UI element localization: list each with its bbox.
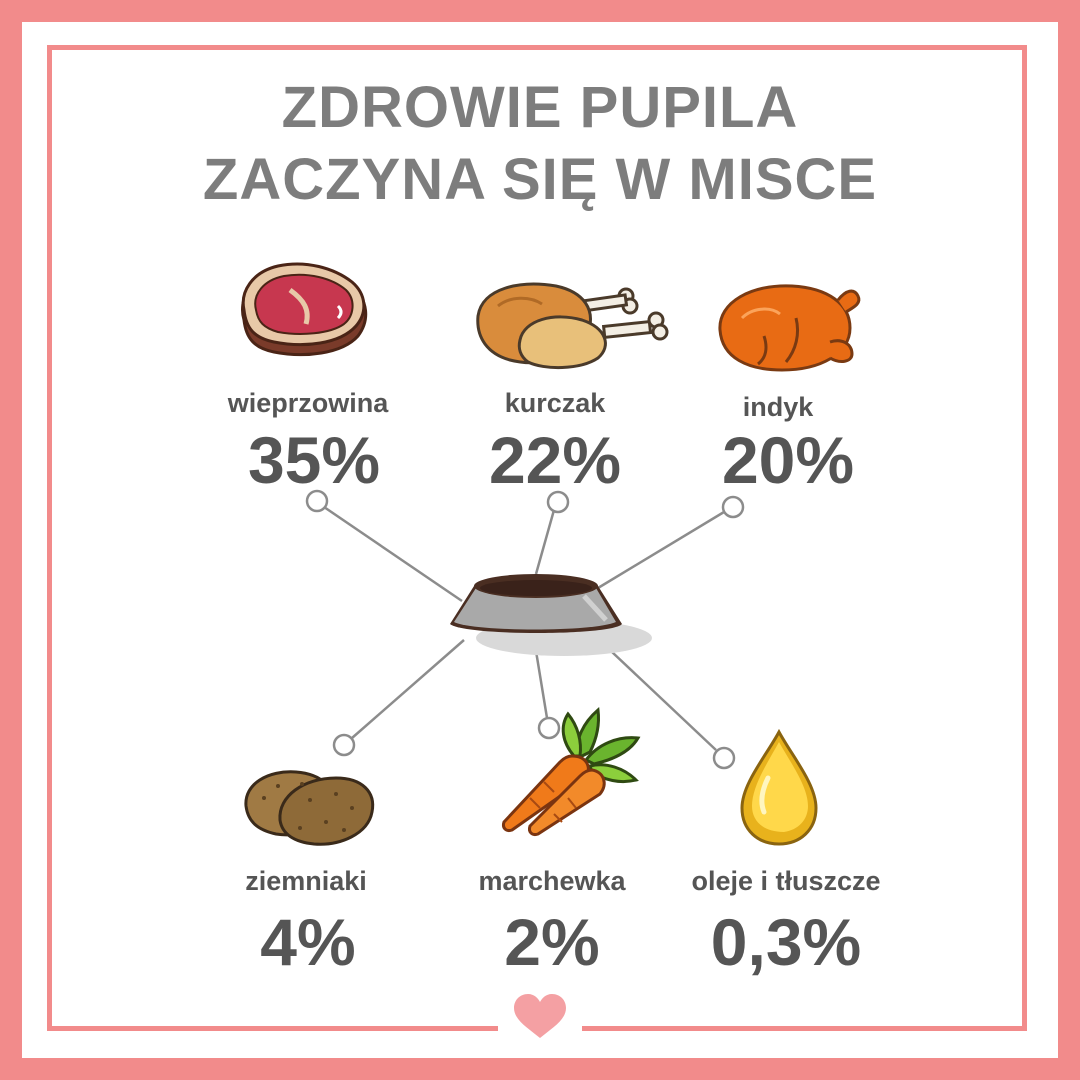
connector-dot-kurczak (546, 490, 570, 514)
dog-bowl-icon (450, 574, 652, 656)
connector-line-indyk (597, 510, 725, 590)
ingredient-name-kurczak: kurczak (504, 388, 606, 418)
potato-icon (244, 770, 375, 846)
title-line-2: ZACZYNA SIĘ W MISCE (202, 147, 878, 212)
ingredient-percent-marchewka: 2% (504, 905, 600, 979)
connector-dot-indyk (721, 495, 745, 519)
roast-turkey-icon (718, 284, 861, 372)
ingredient-percent-wieprzowina: 35% (247, 423, 381, 497)
connector-line-oleje (611, 651, 717, 751)
ingredient-percent-oleje: 0,3% (710, 905, 862, 979)
carrot-icon (502, 707, 641, 836)
connector-line-kurczak (534, 509, 556, 575)
heart-badge (498, 988, 582, 1048)
connector-line-marchewka (534, 650, 549, 719)
connector-dot-oleje (712, 746, 736, 770)
ingredient-percent-kurczak: 22% (488, 423, 622, 497)
ingredient-name-marchewka: marchewka (478, 866, 626, 896)
chicken-leg-icon (476, 282, 669, 370)
connector-dot-ziemniaki (332, 733, 356, 757)
oil-drop-icon (740, 728, 818, 846)
ingredient-name-oleje: oleje i tłuszcze (691, 866, 881, 896)
ingredient-name-wieprzowina: wieprzowina (227, 388, 389, 418)
connector-dot-marchewka (537, 716, 561, 740)
title-line-1: ZDROWIE PUPILA (281, 75, 799, 140)
ingredient-name-indyk: indyk (742, 392, 814, 422)
ingredient-percent-ziemniaki: 4% (260, 905, 356, 979)
connector-line-ziemniaki (351, 639, 465, 739)
connector-line-wieprzowina (323, 505, 463, 603)
white-margin (22, 22, 1058, 1058)
heart-icon (514, 994, 566, 1038)
ingredient-percent-indyk: 20% (721, 423, 855, 497)
meat-steak-icon (241, 262, 368, 357)
connector-dot-wieprzowina (305, 489, 329, 513)
ingredient-name-ziemniaki: ziemniaki (245, 866, 367, 896)
